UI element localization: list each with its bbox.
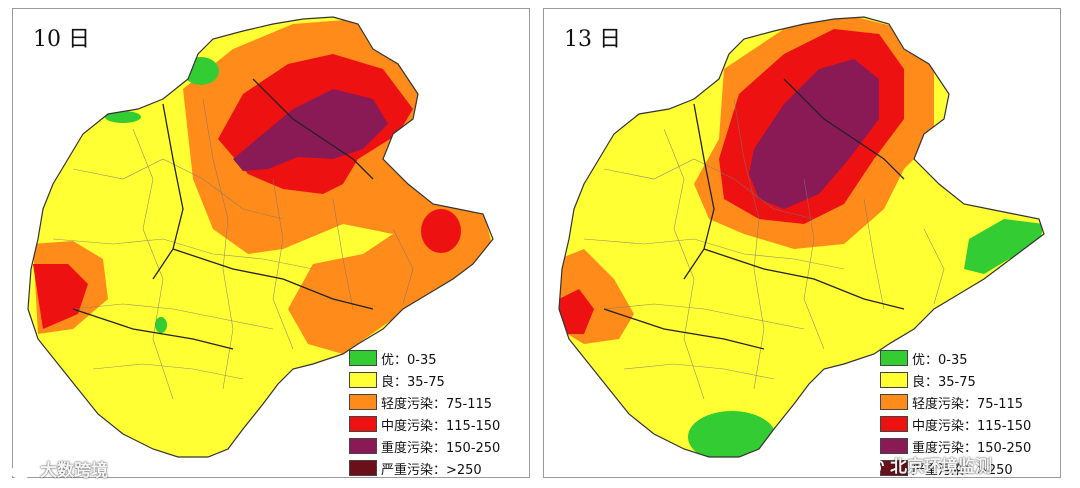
zone-heavy-pollution (749, 59, 879, 209)
zone-moderate-pollution-west (33, 264, 88, 329)
legend-item-moderate: 中度污染：115-150 (880, 413, 1056, 435)
legend-item-excellent: 优：0-35 (880, 347, 1056, 369)
legend-item-severe: 严重污染：>250 (880, 457, 1056, 478)
legend-label: 轻度污染：75-115 (912, 396, 1024, 412)
legend-swatch (880, 416, 908, 432)
panel-title: 10 日 (33, 27, 90, 52)
legend-swatch (349, 460, 377, 476)
legend-label: 轻度污染：75-115 (381, 396, 493, 412)
legend-item-severe: 严重污染：>250 (349, 457, 525, 478)
watermark-text: 大数跨境 (40, 461, 108, 481)
legend-label: 良：35-75 (912, 374, 976, 390)
legend-label: 重度污染：150-250 (381, 440, 501, 456)
watermark-right: 北京环境监测 (860, 452, 992, 477)
legend-label: 良：35-75 (381, 374, 445, 390)
legend-label: 优：0-35 (381, 352, 437, 368)
map-panel-day13: 13 日 优：0-35 良：35-75 轻度污染：75-115 中度污染：115… (543, 8, 1061, 478)
legend-swatch (880, 438, 908, 454)
zone-excellent-center (155, 317, 167, 333)
legend-swatch (349, 416, 377, 432)
zone-excellent-north (183, 57, 219, 85)
legend-item-heavy: 重度污染：150-250 (349, 435, 525, 457)
legend: 优：0-35 良：35-75 轻度污染：75-115 中度污染：115-150 … (880, 347, 1056, 478)
legend-label: 中度污染：115-150 (381, 418, 501, 434)
zone-moderate-pollution-west (559, 289, 594, 334)
legend: 优：0-35 良：35-75 轻度污染：75-115 中度污染：115-150 … (349, 347, 525, 478)
legend-item-light: 轻度污染：75-115 (349, 391, 525, 413)
legend-swatch (349, 350, 377, 366)
map-panel-day10: 10 日 优：0-35 良：35-75 轻度污染：75-115 中度污染：115… (12, 8, 530, 478)
legend-label: 优：0-35 (912, 352, 968, 368)
legend-label: 严重污染：>250 (381, 462, 482, 478)
panel-title: 13 日 (564, 27, 621, 52)
legend-swatch (880, 394, 908, 410)
weibo-logo-icon (861, 460, 884, 475)
weibo-logo-icon (11, 464, 34, 479)
legend-item-light: 轻度污染：75-115 (880, 391, 1056, 413)
zone-excellent-nw (105, 111, 141, 123)
watermark-text: 北京环境监测 (890, 457, 992, 477)
region-outline (558, 16, 1045, 458)
legend-swatch (880, 350, 908, 366)
pollution-map-day13 (558, 16, 1045, 458)
zone-moderate-pollution-east (421, 209, 461, 253)
legend-swatch (880, 372, 908, 388)
legend-swatch (349, 438, 377, 454)
watermark-left: 大数跨境 (10, 456, 108, 481)
legend-swatch (349, 394, 377, 410)
legend-item-heavy: 重度污染：150-250 (880, 435, 1056, 457)
legend-item-good: 良：35-75 (880, 369, 1056, 391)
legend-label: 严重污染：>250 (912, 462, 1013, 478)
zone-excellent-east (964, 219, 1044, 274)
zone-excellent-south (688, 411, 776, 457)
legend-item-excellent: 优：0-35 (349, 347, 525, 369)
pollution-map-day10 (27, 16, 494, 458)
legend-item-good: 良：35-75 (349, 369, 525, 391)
region-outline (27, 16, 494, 458)
legend-item-moderate: 中度污染：115-150 (349, 413, 525, 435)
legend-swatch (349, 372, 377, 388)
legend-label: 重度污染：150-250 (912, 440, 1032, 456)
legend-label: 中度污染：115-150 (912, 418, 1032, 434)
